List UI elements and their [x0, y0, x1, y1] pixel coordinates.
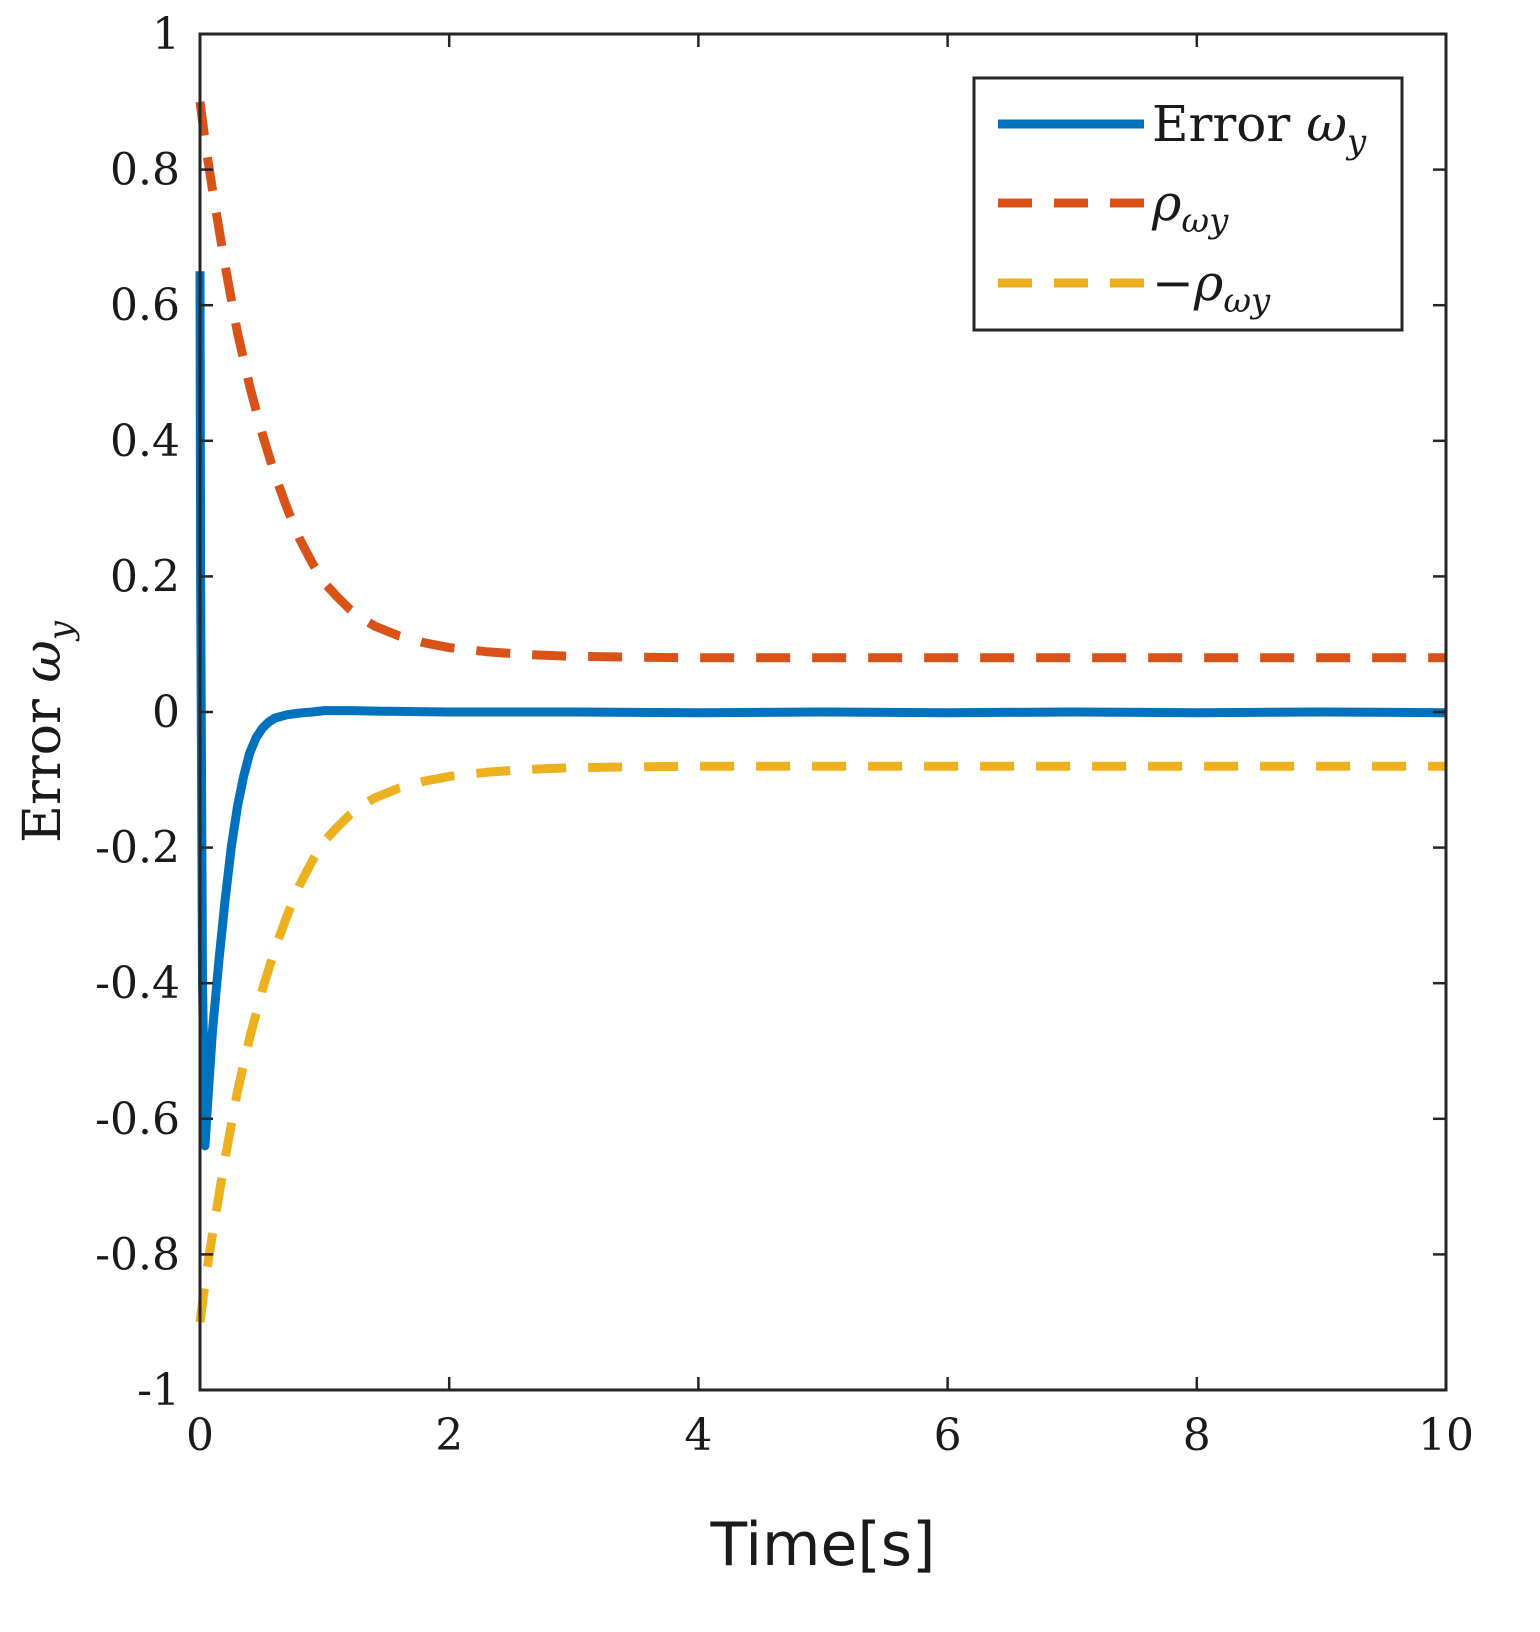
- legend-label-2: ρωy: [1151, 174, 1229, 241]
- x-tick-label: 0: [186, 1410, 214, 1461]
- y-tick-label: 0: [152, 687, 180, 738]
- y-tick-label: -0.6: [95, 1094, 180, 1145]
- y-tick-label: 0.2: [110, 551, 180, 602]
- y-axis-title-base: Error: [13, 683, 73, 843]
- y-tick-label: -0.8: [95, 1229, 180, 1280]
- series-line-1: [195, 271, 1447, 1151]
- legend-subscript: ωy: [1223, 281, 1271, 321]
- y-tick-label: 0.4: [110, 416, 180, 467]
- series-layer: [195, 101, 1447, 1323]
- legend-prefix: Error: [1152, 95, 1306, 153]
- y-tick-label: -0.2: [95, 823, 180, 874]
- y-tick-label: 0.8: [110, 145, 180, 196]
- legend-label-3: −ρωy: [1152, 254, 1271, 321]
- y-axis-title-greek: ω: [13, 640, 73, 682]
- x-tick-label: 8: [1183, 1410, 1211, 1461]
- y-tick-label: 1: [152, 9, 180, 60]
- y-axis-title: Error ωy: [13, 620, 81, 843]
- series-line-3: [195, 761, 1446, 1323]
- ticks-layer: [198, 32, 1448, 1392]
- legend-greek: ω: [1306, 95, 1347, 153]
- legend-prefix: −: [1152, 254, 1194, 312]
- x-tick-label: 10: [1418, 1410, 1474, 1461]
- x-tick-label: 2: [435, 1410, 463, 1461]
- series-line-2: [195, 101, 1446, 663]
- x-tick-label: 4: [684, 1410, 712, 1461]
- y-axis-title-sub: y: [41, 620, 81, 642]
- legend-label-1: Error ωy: [1152, 95, 1367, 162]
- y-tick-label: -0.4: [95, 958, 180, 1009]
- y-tick-label: -1: [137, 1365, 180, 1416]
- legend-subscript: ωy: [1181, 201, 1229, 241]
- tick-labels-layer: 0 2 4 6 8 10 -1 -0.8 -0.6 -0.4 -0.2 0 0.2 0.4 0.6 0.8 1: [95, 9, 1474, 1461]
- x-axis-title: Time[s]: [710, 1510, 936, 1580]
- legend-greek: ρ: [1193, 254, 1224, 312]
- legend-greek: ρ: [1151, 174, 1182, 232]
- x-tick-label: 6: [934, 1410, 962, 1461]
- y-tick-label: 0.6: [110, 280, 180, 331]
- legend-subscript: y: [1345, 122, 1367, 162]
